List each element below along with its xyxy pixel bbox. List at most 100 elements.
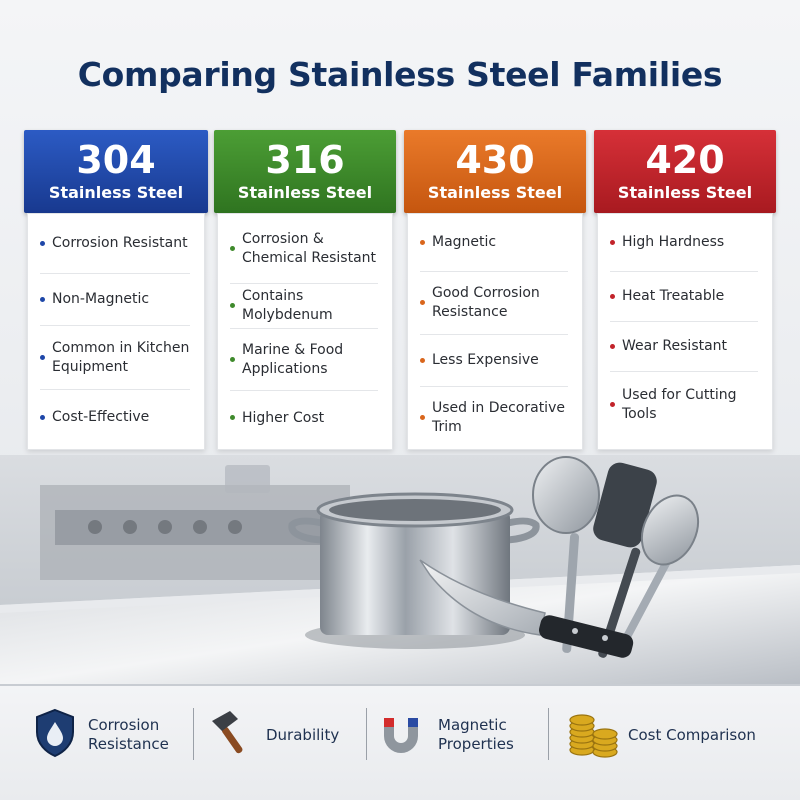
bullet [420, 239, 425, 245]
pot-opening [329, 499, 501, 521]
card-header: 304 Stainless Steel [24, 130, 208, 213]
slotted-spatula-head [593, 462, 657, 548]
pot-handle-right [499, 517, 540, 545]
feature-text: Corrosion Resistant [52, 235, 188, 251]
spoon-handle [616, 555, 673, 654]
list-item: Used in Decorative Trim [420, 387, 568, 449]
card-header: 316 Stainless Steel [214, 130, 396, 213]
card-430: 430 Stainless Steel Magnetic Good Corros… [404, 130, 586, 450]
feature-text: High Hardness [622, 234, 725, 250]
legend-label: Cost Comparison [628, 725, 756, 744]
bullet [420, 357, 425, 363]
bullet [230, 303, 235, 308]
list-item: Used for Cutting Tools [610, 372, 758, 438]
grade-number: 420 [645, 138, 725, 182]
list-item: Heat Treatable [610, 272, 758, 322]
hammer-icon [208, 709, 256, 761]
grade-number: 304 [76, 138, 156, 182]
legend-divider [548, 708, 549, 760]
stove-knob [158, 520, 172, 534]
feature-text: Wear Resistant [622, 338, 728, 354]
list-item: High Hardness [610, 214, 758, 272]
knife-rivet [572, 628, 578, 634]
bullet [40, 240, 45, 246]
feature-list: Magnetic Good Corrosion Resistance Less … [407, 213, 583, 450]
feature-text: Higher Cost [242, 409, 325, 426]
list-item: Contains Molybdenum [230, 284, 378, 329]
pot-handle-left [288, 517, 331, 545]
feature-list: Corrosion Resistant Non-Magnetic Common … [27, 213, 205, 450]
list-item: Higher Cost [230, 391, 378, 445]
legend-corrosion-resistance: Corrosion Resistance [34, 700, 178, 770]
feature-text: Good Corrosion Resistance [432, 285, 540, 320]
feature-text: Marine & Food Applications [242, 341, 344, 377]
feature-text: Used in Decorative Trim [432, 400, 565, 435]
legend-label: Durability [266, 725, 340, 744]
bullet [230, 415, 235, 420]
kitchen-scene-illustration [0, 455, 800, 685]
bullet [40, 354, 45, 360]
list-item: Good Corrosion Resistance [420, 272, 568, 335]
bullet [610, 402, 615, 407]
card-header: 420 Stainless Steel [594, 130, 776, 213]
card-header: 430 Stainless Steel [404, 130, 586, 213]
legend-cost-comparison: Cost Comparison [568, 700, 756, 770]
bullet [40, 296, 45, 302]
magnet-icon [376, 708, 426, 762]
legend-divider [366, 708, 367, 760]
feature-list: Corrosion & Chemical Resistant Contains … [217, 213, 393, 450]
knife-handle [539, 615, 634, 658]
card-304: 304 Stainless Steel Corrosion Resistant … [24, 130, 208, 450]
bullet [420, 300, 425, 305]
legend-label: Corrosion Resistance [88, 716, 169, 753]
list-item: Corrosion & Chemical Resistant [230, 214, 378, 284]
bullet [420, 415, 425, 420]
stove-knob [193, 520, 207, 534]
legend-divider [193, 708, 194, 760]
feature-text: Cost-Effective [52, 409, 150, 425]
list-item: Magnetic [420, 214, 568, 272]
card-316: 316 Stainless Steel Corrosion & Chemical… [214, 130, 396, 450]
feature-text: Less Expensive [432, 352, 539, 368]
bullet [230, 356, 235, 362]
list-item: Marine & Food Applications [230, 329, 378, 391]
background-pot [225, 465, 270, 493]
page-title: Comparing Stainless Steel Families [77, 55, 723, 94]
feature-text: Magnetic [432, 234, 497, 250]
list-item: Cost-Effective [40, 390, 190, 445]
legend-magnetic-properties: Magnetic Properties [376, 700, 518, 770]
bullet [610, 239, 615, 245]
grade-subtitle: Stainless Steel [237, 183, 373, 202]
legend-label: Magnetic Properties [438, 716, 514, 753]
grade-subtitle: Stainless Steel [617, 183, 753, 202]
steel-comparison-columns: 304 Stainless Steel Corrosion Resistant … [24, 130, 776, 450]
list-item: Non-Magnetic [40, 274, 190, 326]
grade-number: 316 [265, 138, 345, 182]
knife-blade [419, 559, 546, 636]
skimmer-head [532, 456, 600, 534]
card-420: 420 Stainless Steel High Hardness Heat T… [594, 130, 776, 450]
grade-number: 430 [455, 138, 535, 182]
list-item: Common in Kitchen Equipment [40, 326, 190, 390]
knife-rivet [602, 635, 608, 641]
stove-knob [228, 520, 242, 534]
bullet [610, 293, 615, 299]
feature-text: Non-Magnetic [52, 291, 150, 307]
bullet [610, 343, 615, 349]
feature-text: Common in Kitchen Equipment [52, 339, 190, 375]
grade-subtitle: Stainless Steel [48, 183, 184, 202]
coins-icon [568, 706, 620, 764]
feature-text: Corrosion & Chemical Resistant [242, 230, 377, 266]
feature-list: High Hardness Heat Treatable Wear Resist… [597, 213, 773, 450]
feature-text: Used for Cutting Tools [622, 387, 737, 422]
grade-subtitle: Stainless Steel [427, 183, 563, 202]
stove-knob [123, 520, 137, 534]
list-item: Less Expensive [420, 335, 568, 387]
list-item: Corrosion Resistant [40, 214, 190, 274]
feature-text: Contains Molybdenum [242, 288, 333, 323]
legend-bar: Corrosion Resistance Durability Magnetic… [0, 684, 800, 800]
legend-durability: Durability [208, 700, 339, 770]
feature-text: Heat Treatable [622, 288, 725, 304]
stove-knob [88, 520, 102, 534]
slotted-spoon-head [640, 494, 700, 566]
